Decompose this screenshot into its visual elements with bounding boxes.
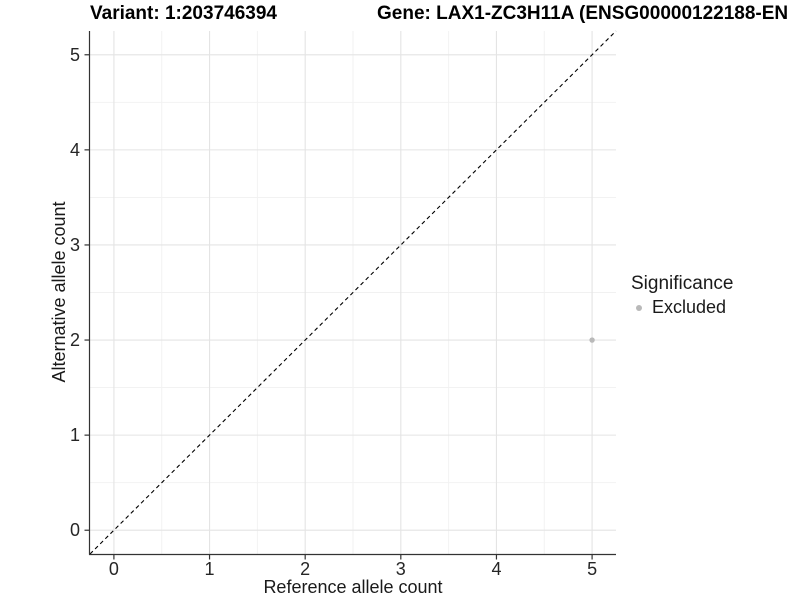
x-tick-label-5: 5: [587, 559, 598, 579]
x-axis-title: Reference allele count: [263, 577, 443, 597]
legend-entry-label: Excluded: [652, 296, 727, 317]
legend: Significance Excluded: [631, 273, 796, 318]
y-tick-label-1: 1: [69, 425, 80, 446]
x-tick-label-4: 4: [491, 559, 502, 579]
x-tick-label-3: 3: [395, 559, 406, 579]
y-tick-label-2: 2: [69, 330, 80, 351]
x-tick-label-2: 2: [300, 559, 311, 579]
legend-key: [631, 300, 647, 316]
identity-dashed-line: [89, 30, 617, 555]
legend-title: Significance: [631, 273, 734, 294]
x-tick-label-1: 1: [204, 559, 215, 579]
y-axis-title: Alternative allele count: [49, 201, 70, 383]
y-tick-label-5: 5: [69, 44, 80, 65]
data-point-excluded: [589, 337, 595, 343]
y-tick-label-4: 4: [69, 139, 80, 160]
excluded-point-icon: [636, 304, 642, 311]
y-tick-label-0: 0: [69, 520, 80, 541]
y-tick-label-3: 3: [69, 234, 80, 255]
variant-title: Variant: 1:203746394: [90, 3, 277, 24]
legend-entry-excluded: Excluded: [631, 296, 796, 318]
x-tick-label-0: 0: [108, 559, 119, 579]
gene-title: Gene: LAX1-ZC3H11A (ENSG00000122188-EN: [377, 3, 789, 24]
